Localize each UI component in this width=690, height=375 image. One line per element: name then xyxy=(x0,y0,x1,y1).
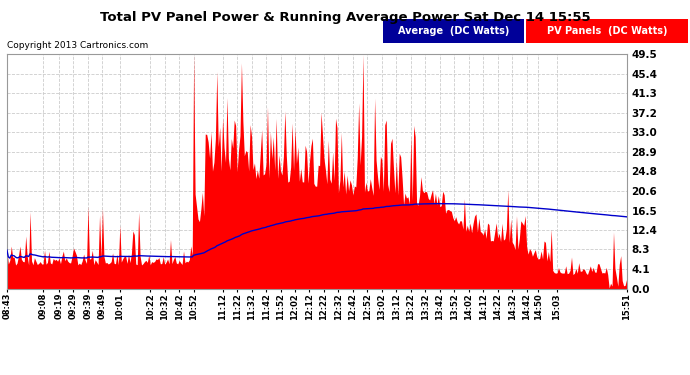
Text: PV Panels  (DC Watts): PV Panels (DC Watts) xyxy=(546,26,667,36)
Text: Copyright 2013 Cartronics.com: Copyright 2013 Cartronics.com xyxy=(7,41,148,50)
Text: Average  (DC Watts): Average (DC Watts) xyxy=(398,26,509,36)
Text: Total PV Panel Power & Running Average Power Sat Dec 14 15:55: Total PV Panel Power & Running Average P… xyxy=(99,11,591,24)
